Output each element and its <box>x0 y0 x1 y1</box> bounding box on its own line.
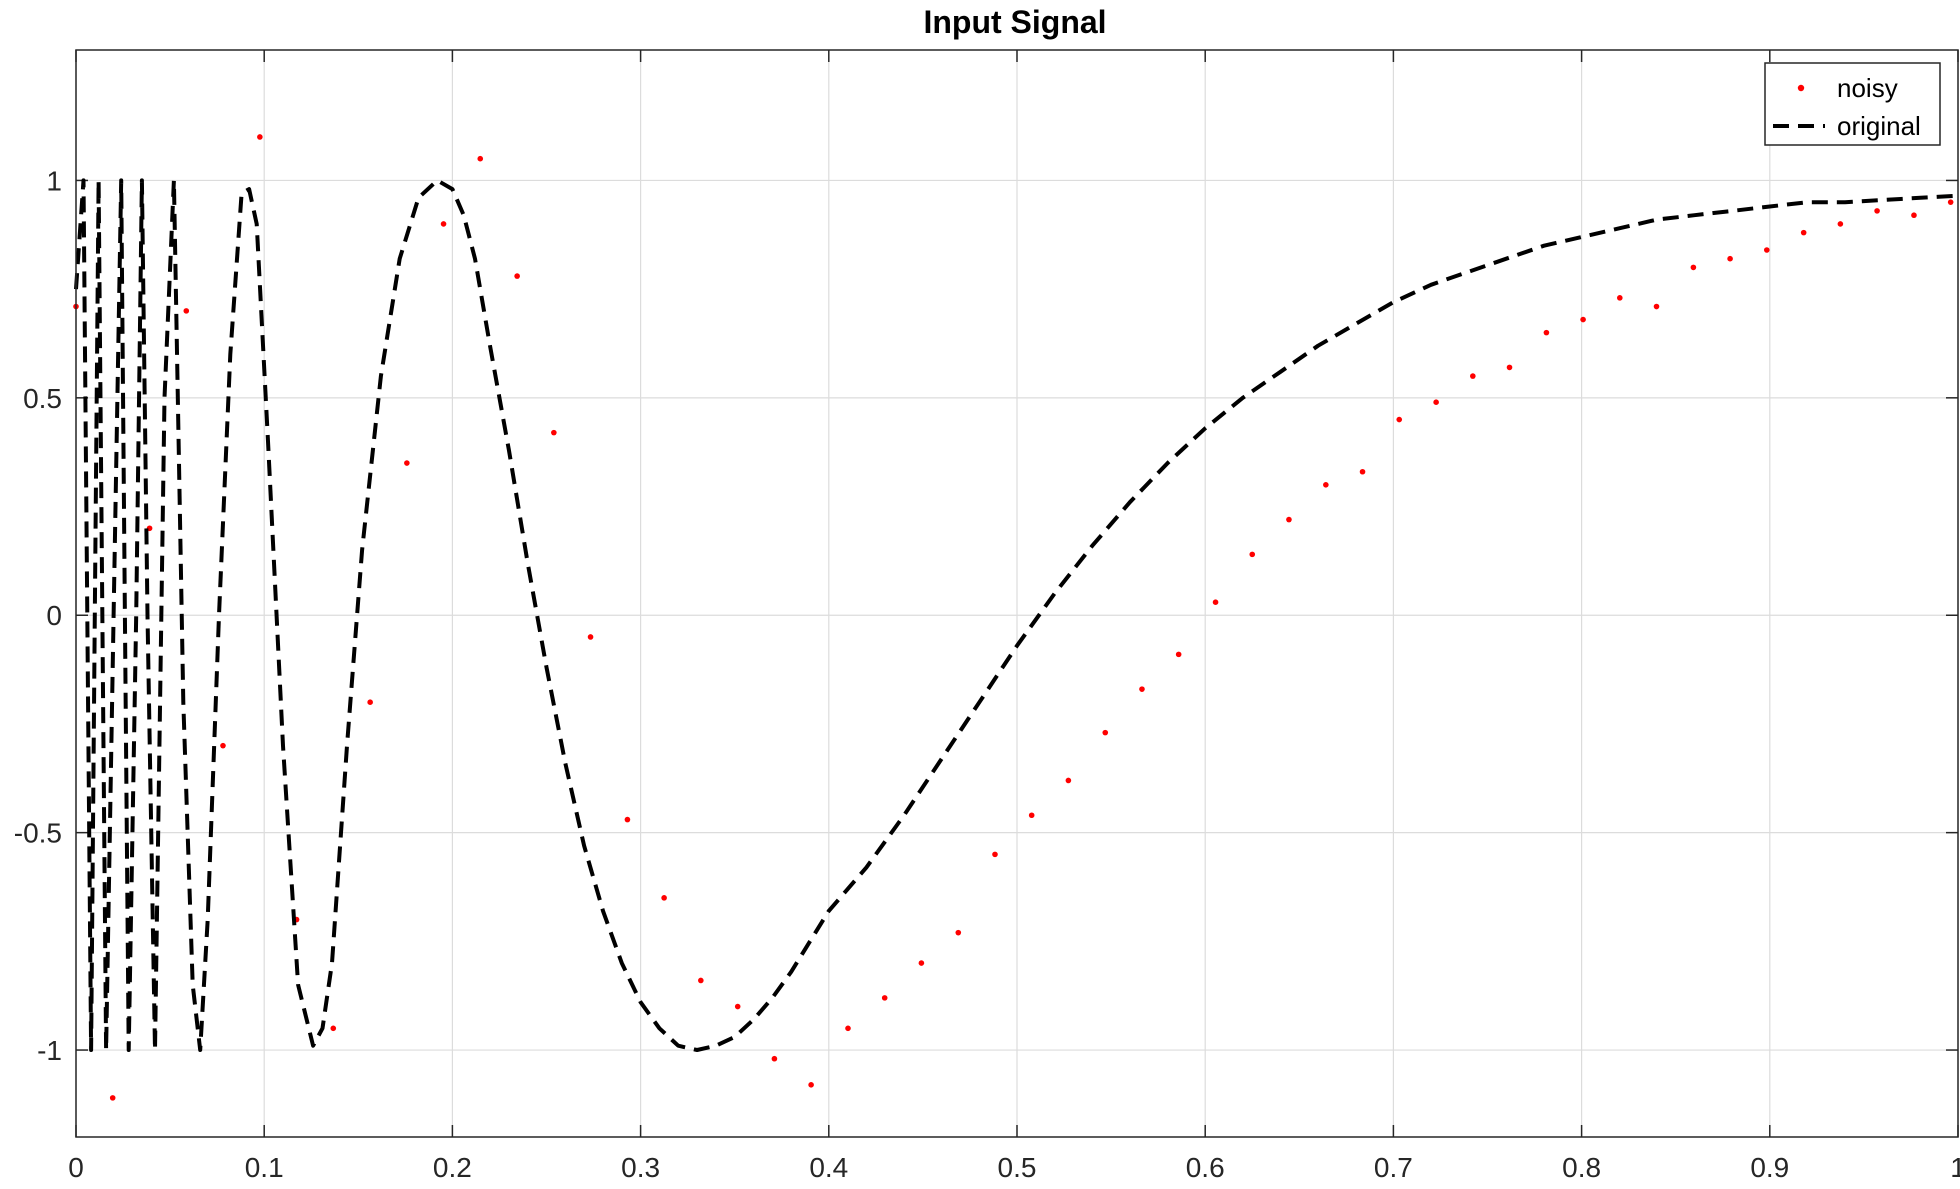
data-point-noisy-4 <box>220 742 226 749</box>
x-tick-label-3: 0.3 <box>621 1152 660 1183</box>
data-point-noisy-35 <box>1359 468 1366 475</box>
data-point-noisy-49 <box>1874 208 1880 214</box>
data-point-noisy-45 <box>1727 255 1733 262</box>
y-tick-label-3: 0.5 <box>23 383 62 414</box>
legend-label-noisy: noisy <box>1837 73 1898 103</box>
data-point-noisy-17 <box>698 977 704 984</box>
x-tick-label-6: 0.6 <box>1186 1152 1225 1183</box>
data-point-noisy-7 <box>330 1025 337 1032</box>
data-point-noisy-40 <box>1543 329 1550 336</box>
x-tick-label-10: 1 <box>1950 1152 1960 1183</box>
data-point-noisy-46 <box>1763 247 1770 253</box>
x-tick-label-4: 0.4 <box>809 1152 848 1183</box>
data-point-noisy-36 <box>1396 416 1403 423</box>
data-point-noisy-11 <box>477 155 484 162</box>
data-point-noisy-34 <box>1323 482 1329 488</box>
data-point-noisy-9 <box>404 460 410 466</box>
x-tick-label-7: 0.7 <box>1374 1152 1413 1183</box>
data-point-noisy-21 <box>845 1025 851 1032</box>
data-point-noisy-20 <box>808 1082 814 1088</box>
data-point-noisy-5 <box>257 134 263 140</box>
data-point-noisy-32 <box>1249 551 1256 558</box>
data-point-noisy-26 <box>1028 812 1035 819</box>
legend-label-original: original <box>1837 111 1921 141</box>
data-point-noisy-16 <box>661 895 667 901</box>
x-tick-label-9: 0.9 <box>1750 1152 1789 1183</box>
data-point-noisy-27 <box>1065 777 1072 784</box>
data-point-noisy-15 <box>624 816 631 823</box>
x-tick-label-5: 0.5 <box>998 1152 1037 1183</box>
y-tick-label-1: -0.5 <box>14 818 62 849</box>
axes-frame <box>75 49 1959 1138</box>
chart-title: Input Signal <box>923 4 1106 40</box>
x-tick-label-1: 0.1 <box>245 1152 284 1183</box>
data-point-noisy-41 <box>1580 316 1586 323</box>
x-tick-label-2: 0.2 <box>433 1152 472 1183</box>
data-point-noisy-10 <box>440 221 447 227</box>
x-tick-label-0: 0 <box>68 1152 84 1183</box>
data-point-noisy-25 <box>992 851 998 858</box>
y-tick-label-0: -1 <box>37 1035 62 1066</box>
data-point-noisy-29 <box>1139 686 1145 692</box>
data-point-noisy-44 <box>1690 264 1697 271</box>
data-point-noisy-13 <box>551 429 557 436</box>
y-tick-label-2: 0 <box>46 600 62 631</box>
data-point-noisy-38 <box>1470 373 1476 379</box>
data-point-noisy-24 <box>955 929 962 936</box>
data-point-noisy-50 <box>1911 212 1917 219</box>
data-point-noisy-22 <box>881 995 888 1001</box>
data-point-noisy-30 <box>1175 651 1182 658</box>
legend-box <box>1764 62 1941 146</box>
data-point-noisy-14 <box>587 634 594 640</box>
data-point-noisy-33 <box>1286 516 1292 523</box>
legend: noisy original <box>1764 62 1941 146</box>
data-point-noisy-28 <box>1102 729 1109 736</box>
data-point-noisy-31 <box>1212 599 1219 605</box>
data-point-noisy-51 <box>1947 199 1954 205</box>
data-point-noisy-8 <box>367 699 373 705</box>
x-tick-label-8: 0.8 <box>1562 1152 1601 1183</box>
data-point-noisy-19 <box>771 1055 778 1062</box>
data-point-noisy-1 <box>109 1095 116 1101</box>
data-point-noisy-42 <box>1617 295 1623 301</box>
plot-area: 0 0.1 0.2 0.3 0.4 0.5 0.6 0.7 0.8 0.9 1 -1 -0.5 0 0.5 1… <box>14 49 1960 1183</box>
series-points-noisy <box>73 134 1954 1101</box>
data-point-noisy-18 <box>734 1003 741 1010</box>
data-point-noisy-47 <box>1800 229 1807 236</box>
data-point-noisy-43 <box>1653 303 1660 310</box>
series-line-original <box>74 178 1959 1052</box>
data-point-noisy-23 <box>918 960 925 966</box>
y-tick-label-4: 1 <box>46 165 62 196</box>
data-point-noisy-3 <box>183 308 190 314</box>
data-point-noisy-12 <box>514 273 520 279</box>
legend-swatch-noisy <box>1797 84 1805 92</box>
data-point-noisy-39 <box>1506 364 1513 371</box>
data-point-noisy-48 <box>1837 221 1844 227</box>
data-point-noisy-37 <box>1433 399 1439 405</box>
